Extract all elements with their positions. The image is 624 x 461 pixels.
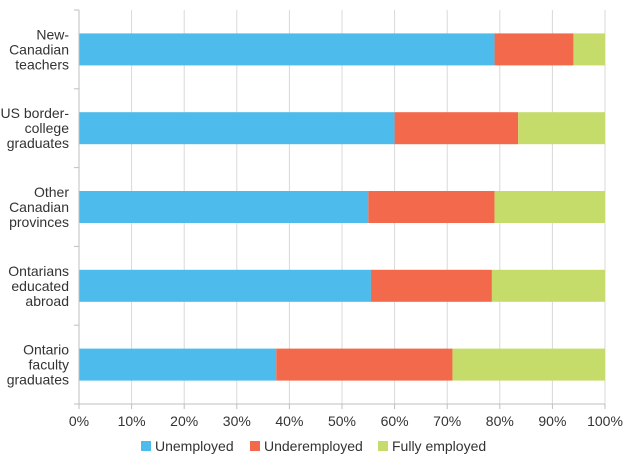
category-label-line: educated: [11, 278, 69, 294]
bar-fully-employed: [494, 191, 605, 223]
x-tick-label: 30%: [223, 413, 251, 429]
category-label-line: college: [25, 120, 70, 136]
bar-fully-employed: [573, 33, 605, 66]
category-label: US border-college graduates: [1, 105, 70, 151]
legend-swatch: [141, 441, 151, 451]
legend-swatch: [378, 441, 388, 451]
category-label: Ontarians educated abroad: [8, 263, 69, 309]
bar-unemployed: [79, 269, 371, 302]
category-label: Other Canadian provinces: [9, 184, 69, 230]
bar-unemployed: [79, 191, 369, 223]
bar-underemployed: [370, 269, 492, 302]
category-label: Ontario faculty graduates: [7, 342, 69, 388]
bars: [79, 33, 605, 381]
category-label-line: US border-: [1, 105, 70, 121]
legend-swatch: [250, 441, 260, 451]
bar-underemployed: [394, 112, 519, 145]
bar-unemployed: [79, 112, 395, 145]
category-label-line: graduates: [7, 135, 69, 151]
bar-fully-employed: [491, 269, 605, 302]
bar-underemployed: [276, 348, 453, 381]
x-tick-label: 10%: [118, 413, 146, 429]
category-label-line: abroad: [25, 293, 69, 309]
x-tick-labels: 0% 10% 20% 30% 40% 50% 60% 70% 80% 90% 100%: [69, 413, 623, 429]
x-tick-label: 90%: [538, 413, 566, 429]
category-label-line: Canadian: [9, 41, 69, 57]
category-label-line: Canadian: [9, 199, 69, 215]
legend: Unemployed Underemployed Fully employed: [141, 438, 486, 454]
bar-underemployed: [494, 33, 574, 66]
bar-fully-employed: [452, 348, 605, 381]
bar-unemployed: [79, 33, 495, 66]
x-tick-label: 60%: [381, 413, 409, 429]
category-label-line: teachers: [15, 56, 69, 72]
bar-underemployed: [368, 191, 495, 223]
x-tick-label: 50%: [328, 413, 356, 429]
x-tick-label: 0%: [69, 413, 89, 429]
category-label-line: New-: [36, 26, 69, 42]
x-tick-label: 80%: [486, 413, 514, 429]
bar-fully-employed: [518, 112, 605, 145]
x-tick-label: 100%: [587, 413, 623, 429]
category-label-line: graduates: [7, 372, 69, 388]
x-tick-label: 70%: [433, 413, 461, 429]
legend-label: Unemployed: [155, 438, 234, 454]
x-tick-label: 20%: [170, 413, 198, 429]
category-label-line: Other: [34, 184, 69, 200]
bar-unemployed: [79, 348, 277, 381]
category-label-line: Ontarians: [8, 263, 69, 279]
x-tick-label: 40%: [275, 413, 303, 429]
axes: [74, 9, 606, 409]
legend-label: Underemployed: [264, 438, 363, 454]
category-label: New-Canadian teachers: [9, 26, 69, 72]
category-label-line: provinces: [9, 214, 69, 230]
category-label-line: faculty: [29, 357, 69, 373]
legend-label: Fully employed: [392, 438, 486, 454]
category-label-line: Ontario: [23, 342, 69, 358]
